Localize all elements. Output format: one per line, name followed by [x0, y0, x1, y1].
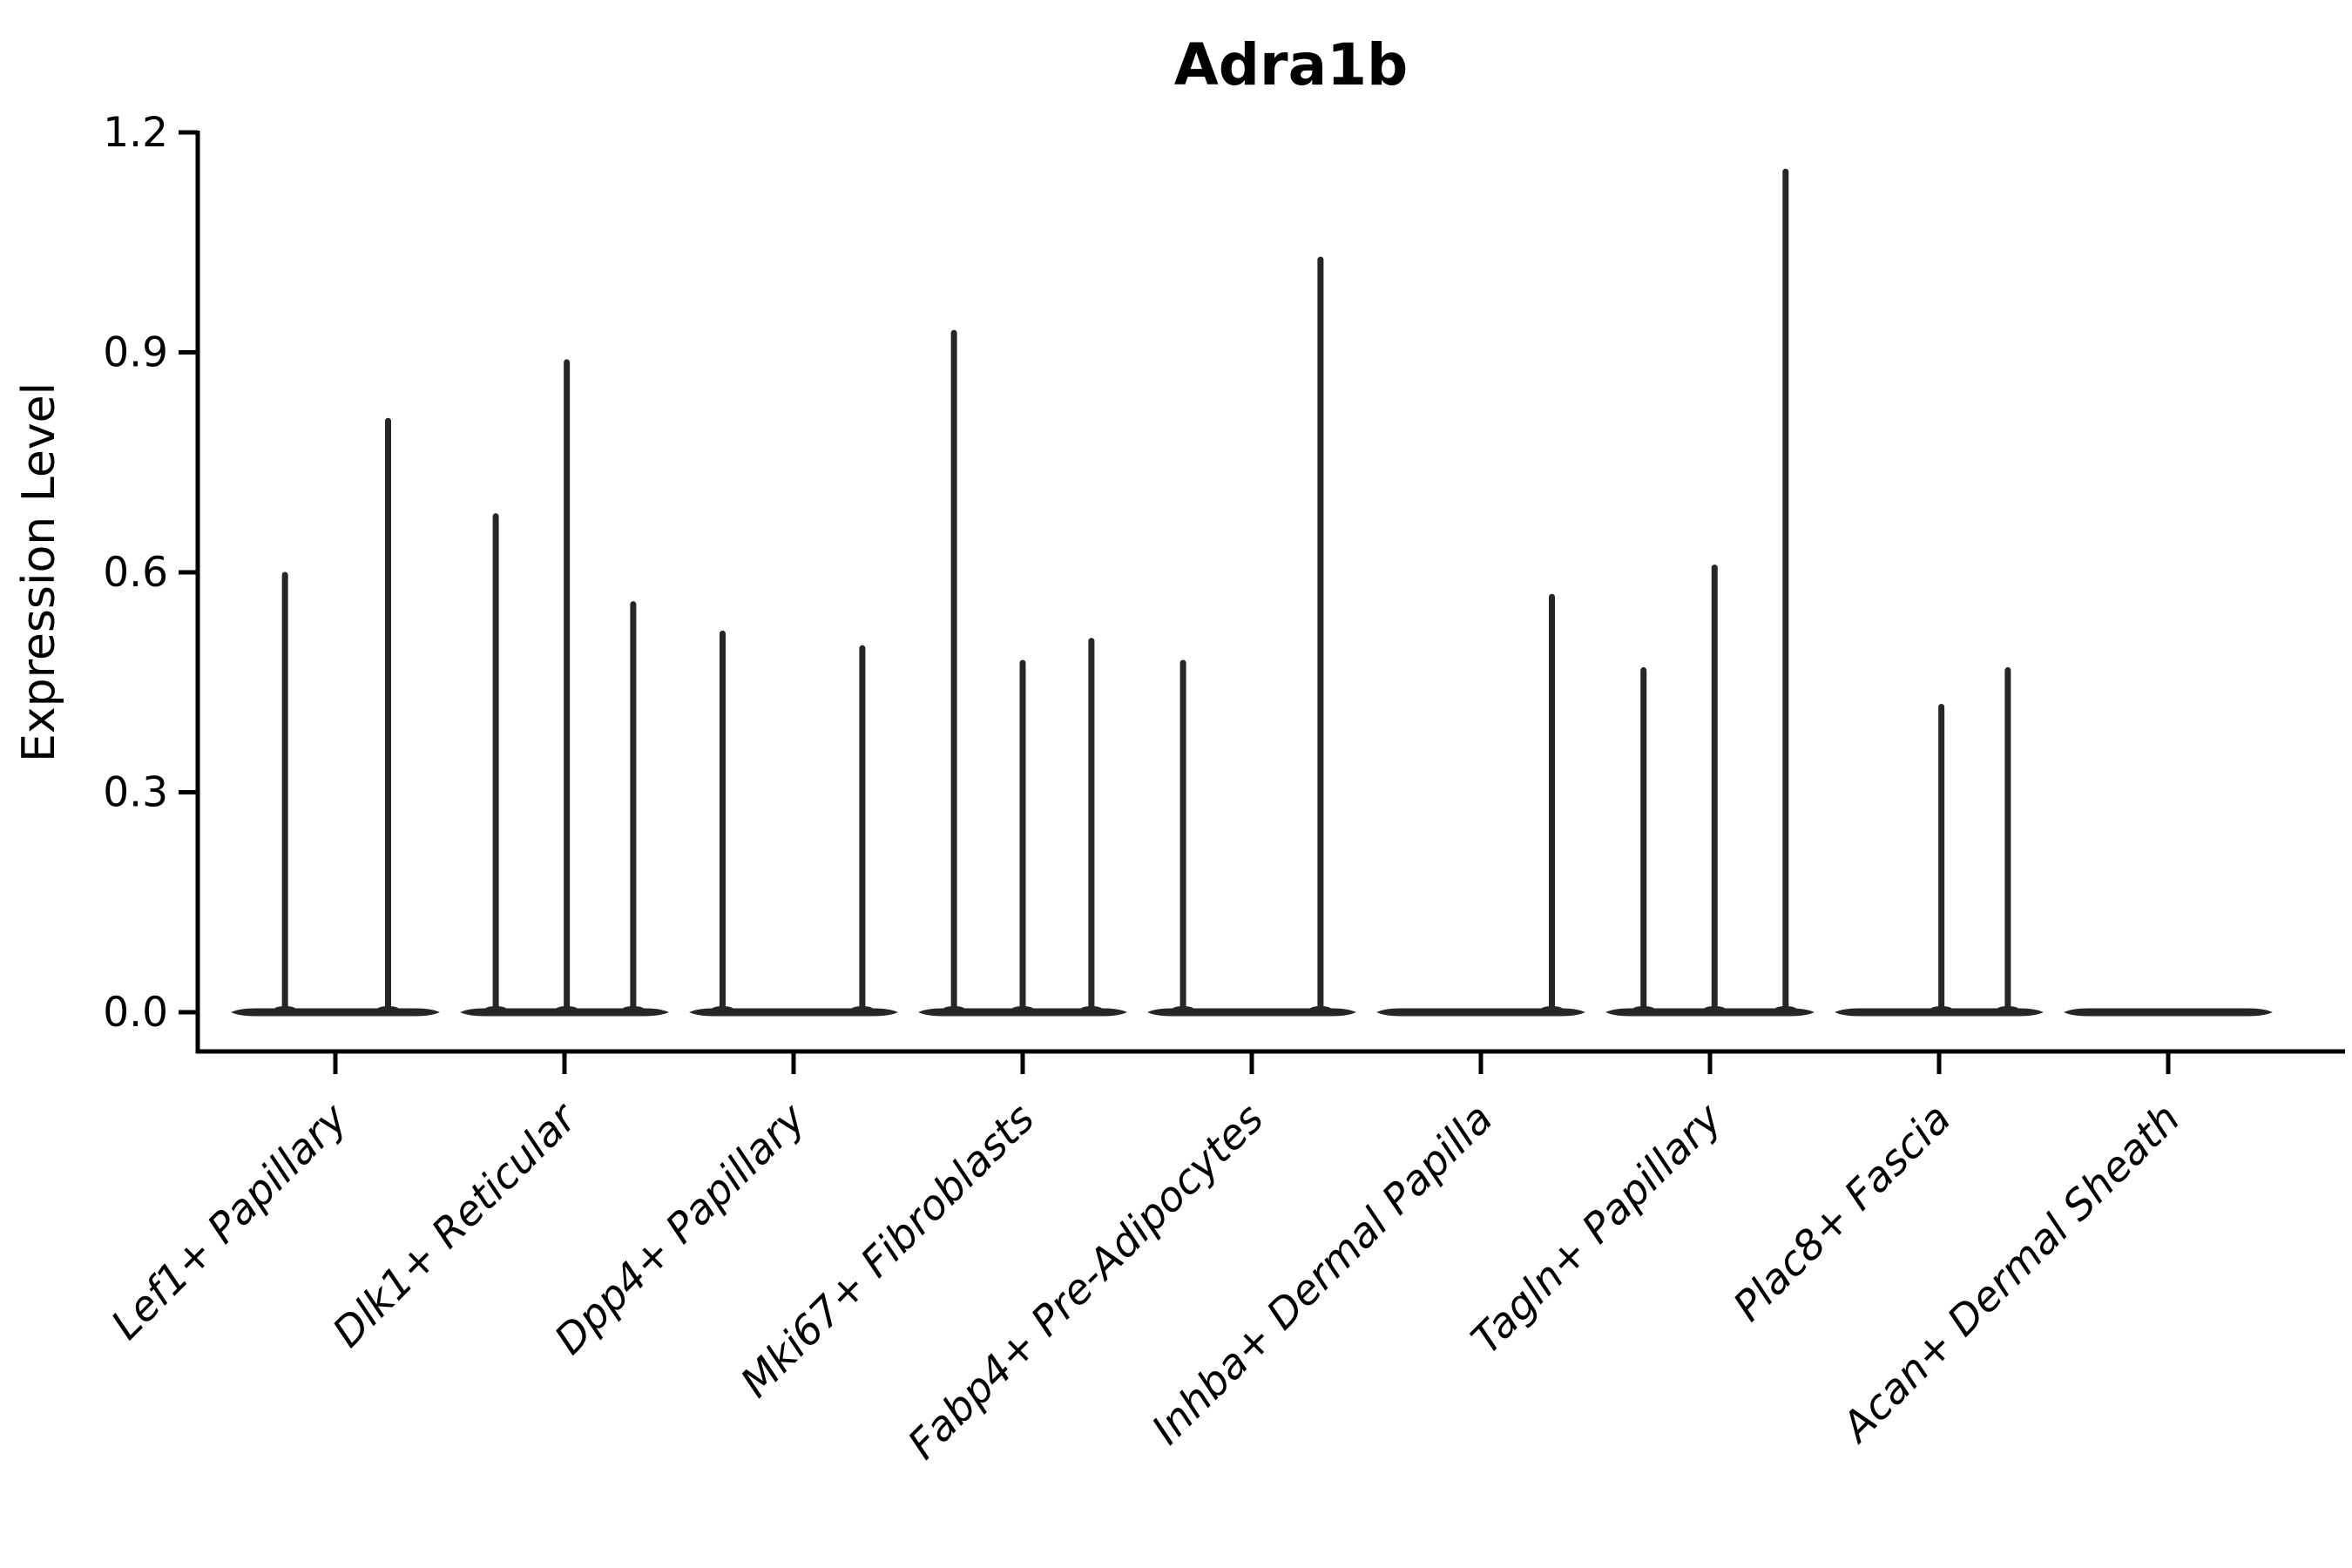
- x-tick-label: Plac8+ Fascia: [1724, 1095, 1960, 1331]
- violin-spike-foot: [621, 1006, 645, 1013]
- violin-body: [689, 1008, 898, 1017]
- violin-body: [1376, 1008, 1585, 1017]
- x-tick-label: Lef1+ Papillary: [102, 1094, 357, 1349]
- violin-spike-foot: [1540, 1006, 1564, 1013]
- violin-spike-foot: [1632, 1006, 1655, 1013]
- violin-spike-foot: [1703, 1006, 1727, 1013]
- x-tick-label: Dpp4+ Papillary: [545, 1094, 815, 1364]
- y-tick-label: 0.0: [103, 989, 168, 1037]
- y-tick-label: 0.9: [103, 328, 168, 376]
- y-tick-label: 0.6: [103, 549, 168, 597]
- y-tick-label: 0.3: [103, 768, 168, 816]
- violin-spike-foot: [1172, 1006, 1195, 1013]
- y-axis-ticks: 0.0 0.3 0.6 0.9 1.2: [103, 109, 198, 1037]
- x-tick-label: Tagln+ Papillary: [1463, 1094, 1733, 1364]
- violin-spike-foot: [376, 1006, 400, 1013]
- violin-spike-foot: [484, 1006, 508, 1013]
- x-tick-label: Dlk1+ Reticular: [324, 1093, 588, 1357]
- violin-spike-foot: [1308, 1006, 1332, 1013]
- violin-spike-foot: [274, 1006, 297, 1013]
- violins-layer: [231, 168, 2273, 1017]
- violin-spike-foot: [555, 1006, 578, 1013]
- y-axis-label: Expression Level: [13, 382, 65, 762]
- violin-spike-foot: [1774, 1006, 1797, 1013]
- violin-spike-foot: [711, 1006, 734, 1013]
- violin-body: [231, 1008, 440, 1017]
- violin-spike-foot: [1079, 1006, 1103, 1013]
- violin-body: [1147, 1008, 1356, 1017]
- violin-spike-foot: [943, 1006, 966, 1013]
- axis-spines: [195, 131, 2345, 1054]
- violin-body: [2064, 1008, 2273, 1017]
- violin-spike-foot: [1930, 1006, 1953, 1013]
- violin-spike-foot: [1996, 1006, 2019, 1013]
- chart-title: Adra1b: [1174, 31, 1409, 98]
- violin-spike-foot: [850, 1006, 874, 1013]
- y-tick-label: 1.2: [103, 109, 168, 157]
- violin-spike-foot: [1011, 1006, 1034, 1013]
